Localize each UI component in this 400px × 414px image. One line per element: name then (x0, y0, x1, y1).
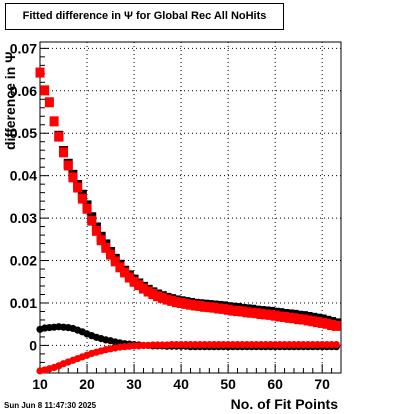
data-point-square (44, 97, 54, 108)
timestamp: Sun Jun 8 11:47:30 2025 (4, 401, 97, 410)
data-point-square (167, 295, 177, 306)
data-point-square (73, 182, 83, 193)
data-point-square (110, 256, 120, 267)
data-point-square (294, 314, 304, 325)
data-point-square (270, 310, 280, 321)
data-point-circle (332, 340, 340, 349)
data-point-square (312, 317, 322, 328)
data-point-square (157, 292, 167, 303)
tick-labels: 10 20 30 40 50 60 70 0 0.01 0.02 0.03 0.04 0.05 0.06 0… (10, 40, 330, 392)
y-tick-label: 0.03 (10, 210, 37, 226)
data-point-square (96, 235, 106, 246)
data-point-square (237, 306, 247, 317)
data-point-square (91, 225, 101, 236)
data-point-square (280, 311, 290, 322)
data-point-square (77, 193, 87, 204)
data-point-square (176, 297, 186, 308)
data-point-square (138, 283, 148, 294)
x-tick-label: 30 (126, 376, 142, 392)
data-point-square (331, 320, 341, 331)
data-point-square (298, 314, 308, 325)
y-tick-label: 0.06 (10, 83, 37, 99)
data-point-square (247, 307, 257, 318)
axes (39, 41, 342, 374)
data-point-square (308, 316, 318, 327)
data-point-square (327, 320, 337, 331)
data-point-square (82, 203, 92, 214)
data-point-square (143, 286, 153, 297)
data-point-square (251, 308, 261, 319)
y-tick-label: 0.04 (10, 168, 37, 184)
data-point-square (303, 315, 313, 326)
data-point-square (87, 215, 97, 226)
data-point-square (134, 280, 144, 291)
data-point-square (115, 262, 125, 273)
data-points (35, 67, 341, 375)
data-point-square (284, 312, 294, 323)
data-point-square (120, 267, 130, 278)
data-point-square (162, 294, 172, 305)
data-point-square (218, 303, 228, 314)
data-point-square (223, 304, 233, 315)
x-tick-label: 60 (267, 376, 283, 392)
data-point-square (228, 305, 238, 316)
data-point-square (195, 300, 205, 311)
data-point-square (124, 272, 134, 283)
data-point-square (261, 309, 271, 320)
y-tick-label: 0.05 (10, 125, 37, 141)
x-tick-label: 70 (314, 376, 330, 392)
data-point-square (101, 242, 111, 253)
data-point-square (322, 318, 332, 329)
y-axis-label: difference in Ψ (2, 51, 18, 150)
x-tick-label: 20 (79, 376, 95, 392)
data-point-square (233, 306, 243, 317)
data-point-square (242, 307, 252, 318)
data-point-square (200, 301, 210, 312)
data-point-square (275, 311, 285, 322)
chart-title: Fitted difference in Ψ for Global Rec Al… (5, 3, 284, 30)
data-point-square (317, 317, 327, 328)
data-point-square (186, 299, 195, 310)
data-point-square (181, 298, 191, 309)
data-point-square (190, 300, 200, 311)
data-point-square (59, 147, 69, 158)
data-point-square (265, 309, 275, 320)
data-point-square (209, 302, 219, 313)
data-point-square (214, 303, 224, 314)
data-point-square (171, 297, 181, 308)
data-point-square (148, 289, 158, 300)
data-point-square (153, 291, 163, 302)
data-point-square (49, 116, 59, 127)
data-point-square (63, 160, 73, 171)
x-tick-label: 10 (32, 376, 48, 392)
y-tick-label: 0.02 (10, 253, 37, 269)
x-tick-label: 50 (220, 376, 236, 392)
data-point-square (68, 172, 78, 183)
data-point-square (35, 67, 45, 78)
x-axis-label: No. of Fit Points (230, 396, 338, 412)
data-point-square (106, 249, 116, 260)
data-point-square (129, 276, 139, 287)
data-point-square (256, 309, 266, 320)
data-point-square (204, 302, 214, 313)
data-point-square (54, 131, 64, 142)
x-tick-label: 40 (173, 376, 189, 392)
data-point-square (289, 313, 299, 324)
data-point-square (40, 85, 50, 96)
y-tick-label: 0 (29, 337, 37, 353)
y-tick-label: 0.01 (10, 295, 37, 311)
y-tick-label: 0.07 (10, 40, 37, 56)
